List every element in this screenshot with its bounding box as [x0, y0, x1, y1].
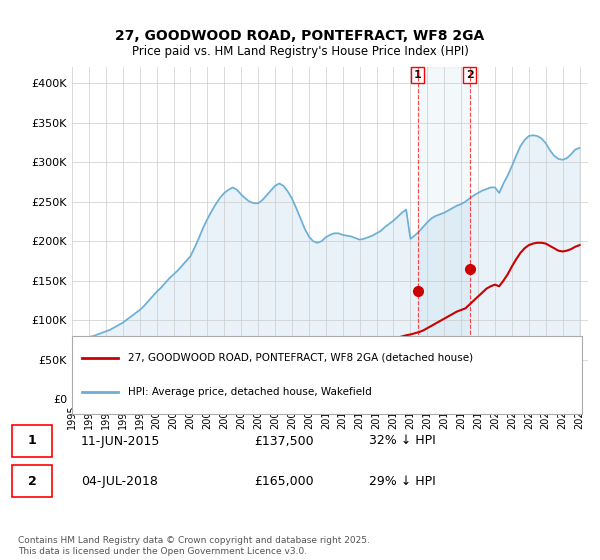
Text: 29% ↓ HPI: 29% ↓ HPI	[369, 475, 436, 488]
Text: 2: 2	[466, 70, 473, 80]
Text: Contains HM Land Registry data © Crown copyright and database right 2025.
This d: Contains HM Land Registry data © Crown c…	[18, 536, 370, 556]
Text: 2: 2	[28, 475, 37, 488]
Text: 04-JUL-2018: 04-JUL-2018	[81, 475, 158, 488]
Text: 11-JUN-2015: 11-JUN-2015	[81, 435, 160, 447]
FancyBboxPatch shape	[12, 425, 52, 457]
Bar	[418, 67, 470, 399]
Text: HPI: Average price, detached house, Wakefield: HPI: Average price, detached house, Wake…	[128, 388, 372, 398]
Text: 27, GOODWOOD ROAD, PONTEFRACT, WF8 2GA: 27, GOODWOOD ROAD, PONTEFRACT, WF8 2GA	[115, 29, 485, 44]
Text: 27, GOODWOOD ROAD, PONTEFRACT, WF8 2GA (detached house): 27, GOODWOOD ROAD, PONTEFRACT, WF8 2GA (…	[128, 353, 473, 363]
Text: 1: 1	[28, 435, 37, 447]
Text: Price paid vs. HM Land Registry's House Price Index (HPI): Price paid vs. HM Land Registry's House …	[131, 45, 469, 58]
FancyBboxPatch shape	[72, 336, 582, 414]
Text: £137,500: £137,500	[254, 435, 314, 447]
Text: 32% ↓ HPI: 32% ↓ HPI	[369, 435, 436, 447]
Text: 1: 1	[414, 70, 422, 80]
Text: £165,000: £165,000	[254, 475, 314, 488]
FancyBboxPatch shape	[12, 465, 52, 497]
